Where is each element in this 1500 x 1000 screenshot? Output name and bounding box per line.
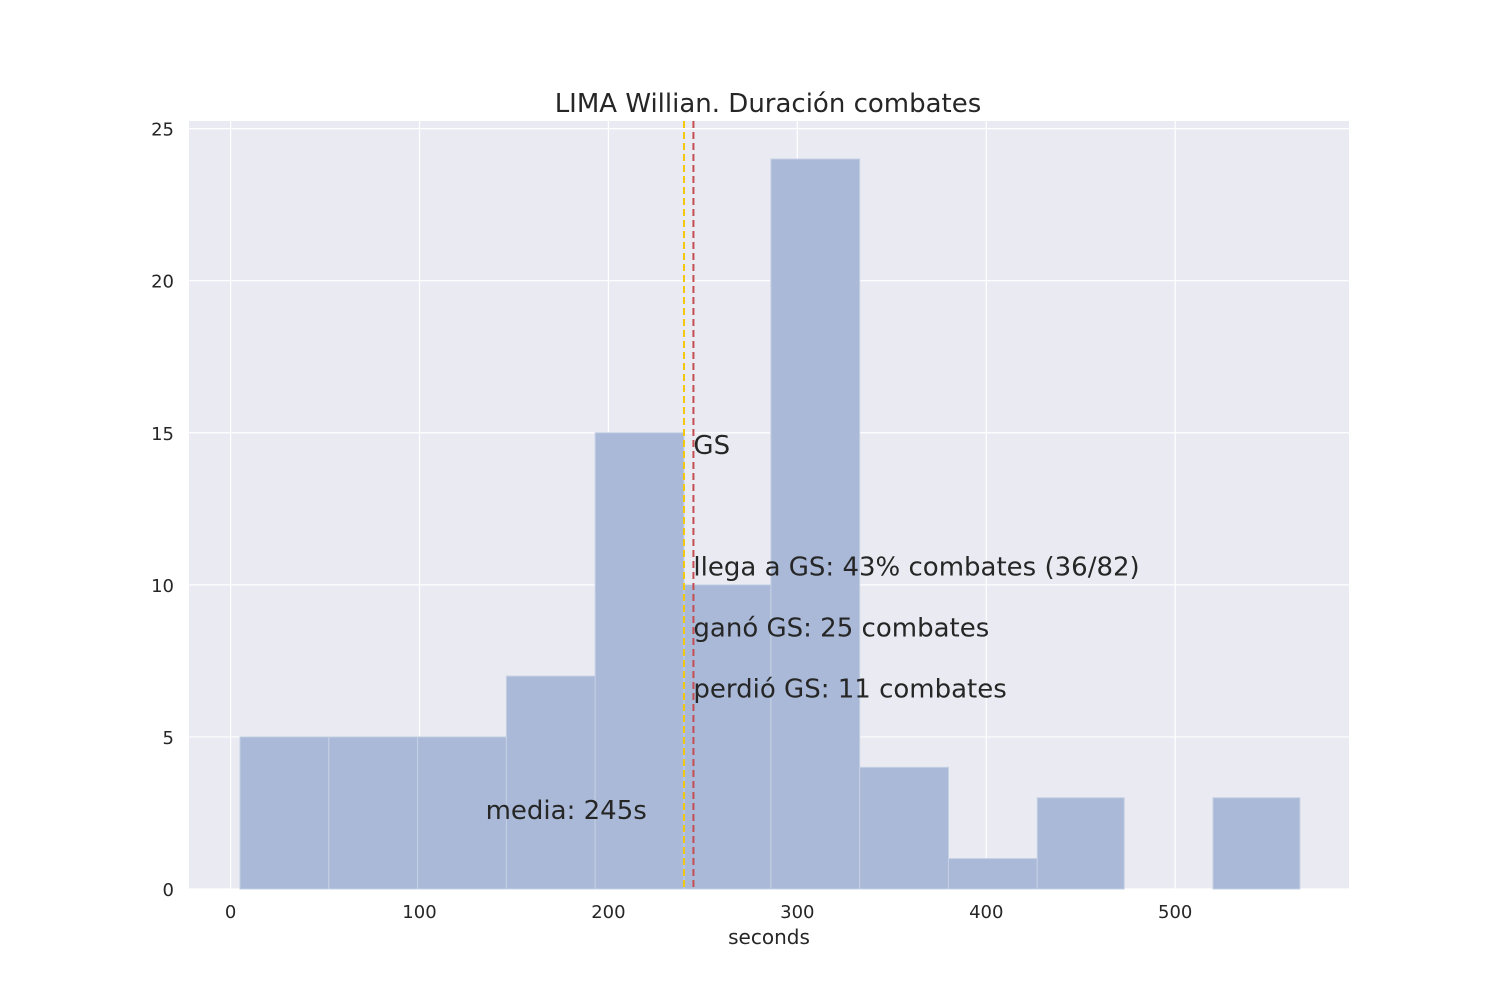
- chart-title: LIMA Willian. Duración combates: [555, 89, 982, 119]
- x-tick-label: 0: [225, 902, 236, 923]
- y-tick-label: 25: [151, 120, 174, 141]
- y-tick-label: 10: [151, 576, 174, 597]
- histogram-bar: [239, 736, 330, 890]
- x-tick-label: 300: [780, 902, 814, 923]
- histogram-bar: [1212, 797, 1301, 890]
- x-tick-label: 200: [591, 902, 625, 923]
- annotation-text: media: 245s: [486, 796, 647, 826]
- annotation-text: ganó GS: 25 combates: [693, 614, 989, 644]
- histogram-bar: [859, 766, 949, 890]
- annotation-text: perdió GS: 11 combates: [693, 674, 1006, 704]
- annotation-text: GS: [693, 431, 730, 461]
- y-tick-label: 20: [151, 272, 174, 293]
- y-axis-ticks: 0 5 10 15 20 25: [151, 120, 174, 901]
- histogram-bar: [417, 736, 507, 890]
- histogram-bar: [328, 736, 419, 890]
- histogram-bar: [594, 432, 685, 890]
- x-tick-label: 400: [969, 902, 1003, 923]
- x-tick-label: 500: [1158, 902, 1192, 923]
- histogram-bar: [505, 675, 596, 890]
- annotation-text: llega a GS: 43% combates (36/82): [693, 553, 1139, 583]
- histogram-bar: [947, 858, 1038, 890]
- histogram-bars: [239, 158, 1301, 890]
- reference-lines: [682, 121, 695, 889]
- x-axis-ticks: 0 100 200 300 400 500: [225, 902, 1193, 923]
- annotations: GS llega a GS: 43% combates (36/82) ganó G…: [486, 431, 1140, 826]
- y-tick-label: 15: [151, 424, 174, 445]
- histogram-bar: [1036, 797, 1125, 890]
- histogram-bar: [683, 584, 772, 890]
- histogram-bar: [770, 158, 861, 890]
- x-axis-title: seconds: [728, 925, 810, 949]
- x-tick-label: 100: [402, 902, 436, 923]
- y-tick-label: 0: [163, 880, 174, 901]
- y-tick-label: 5: [163, 728, 174, 749]
